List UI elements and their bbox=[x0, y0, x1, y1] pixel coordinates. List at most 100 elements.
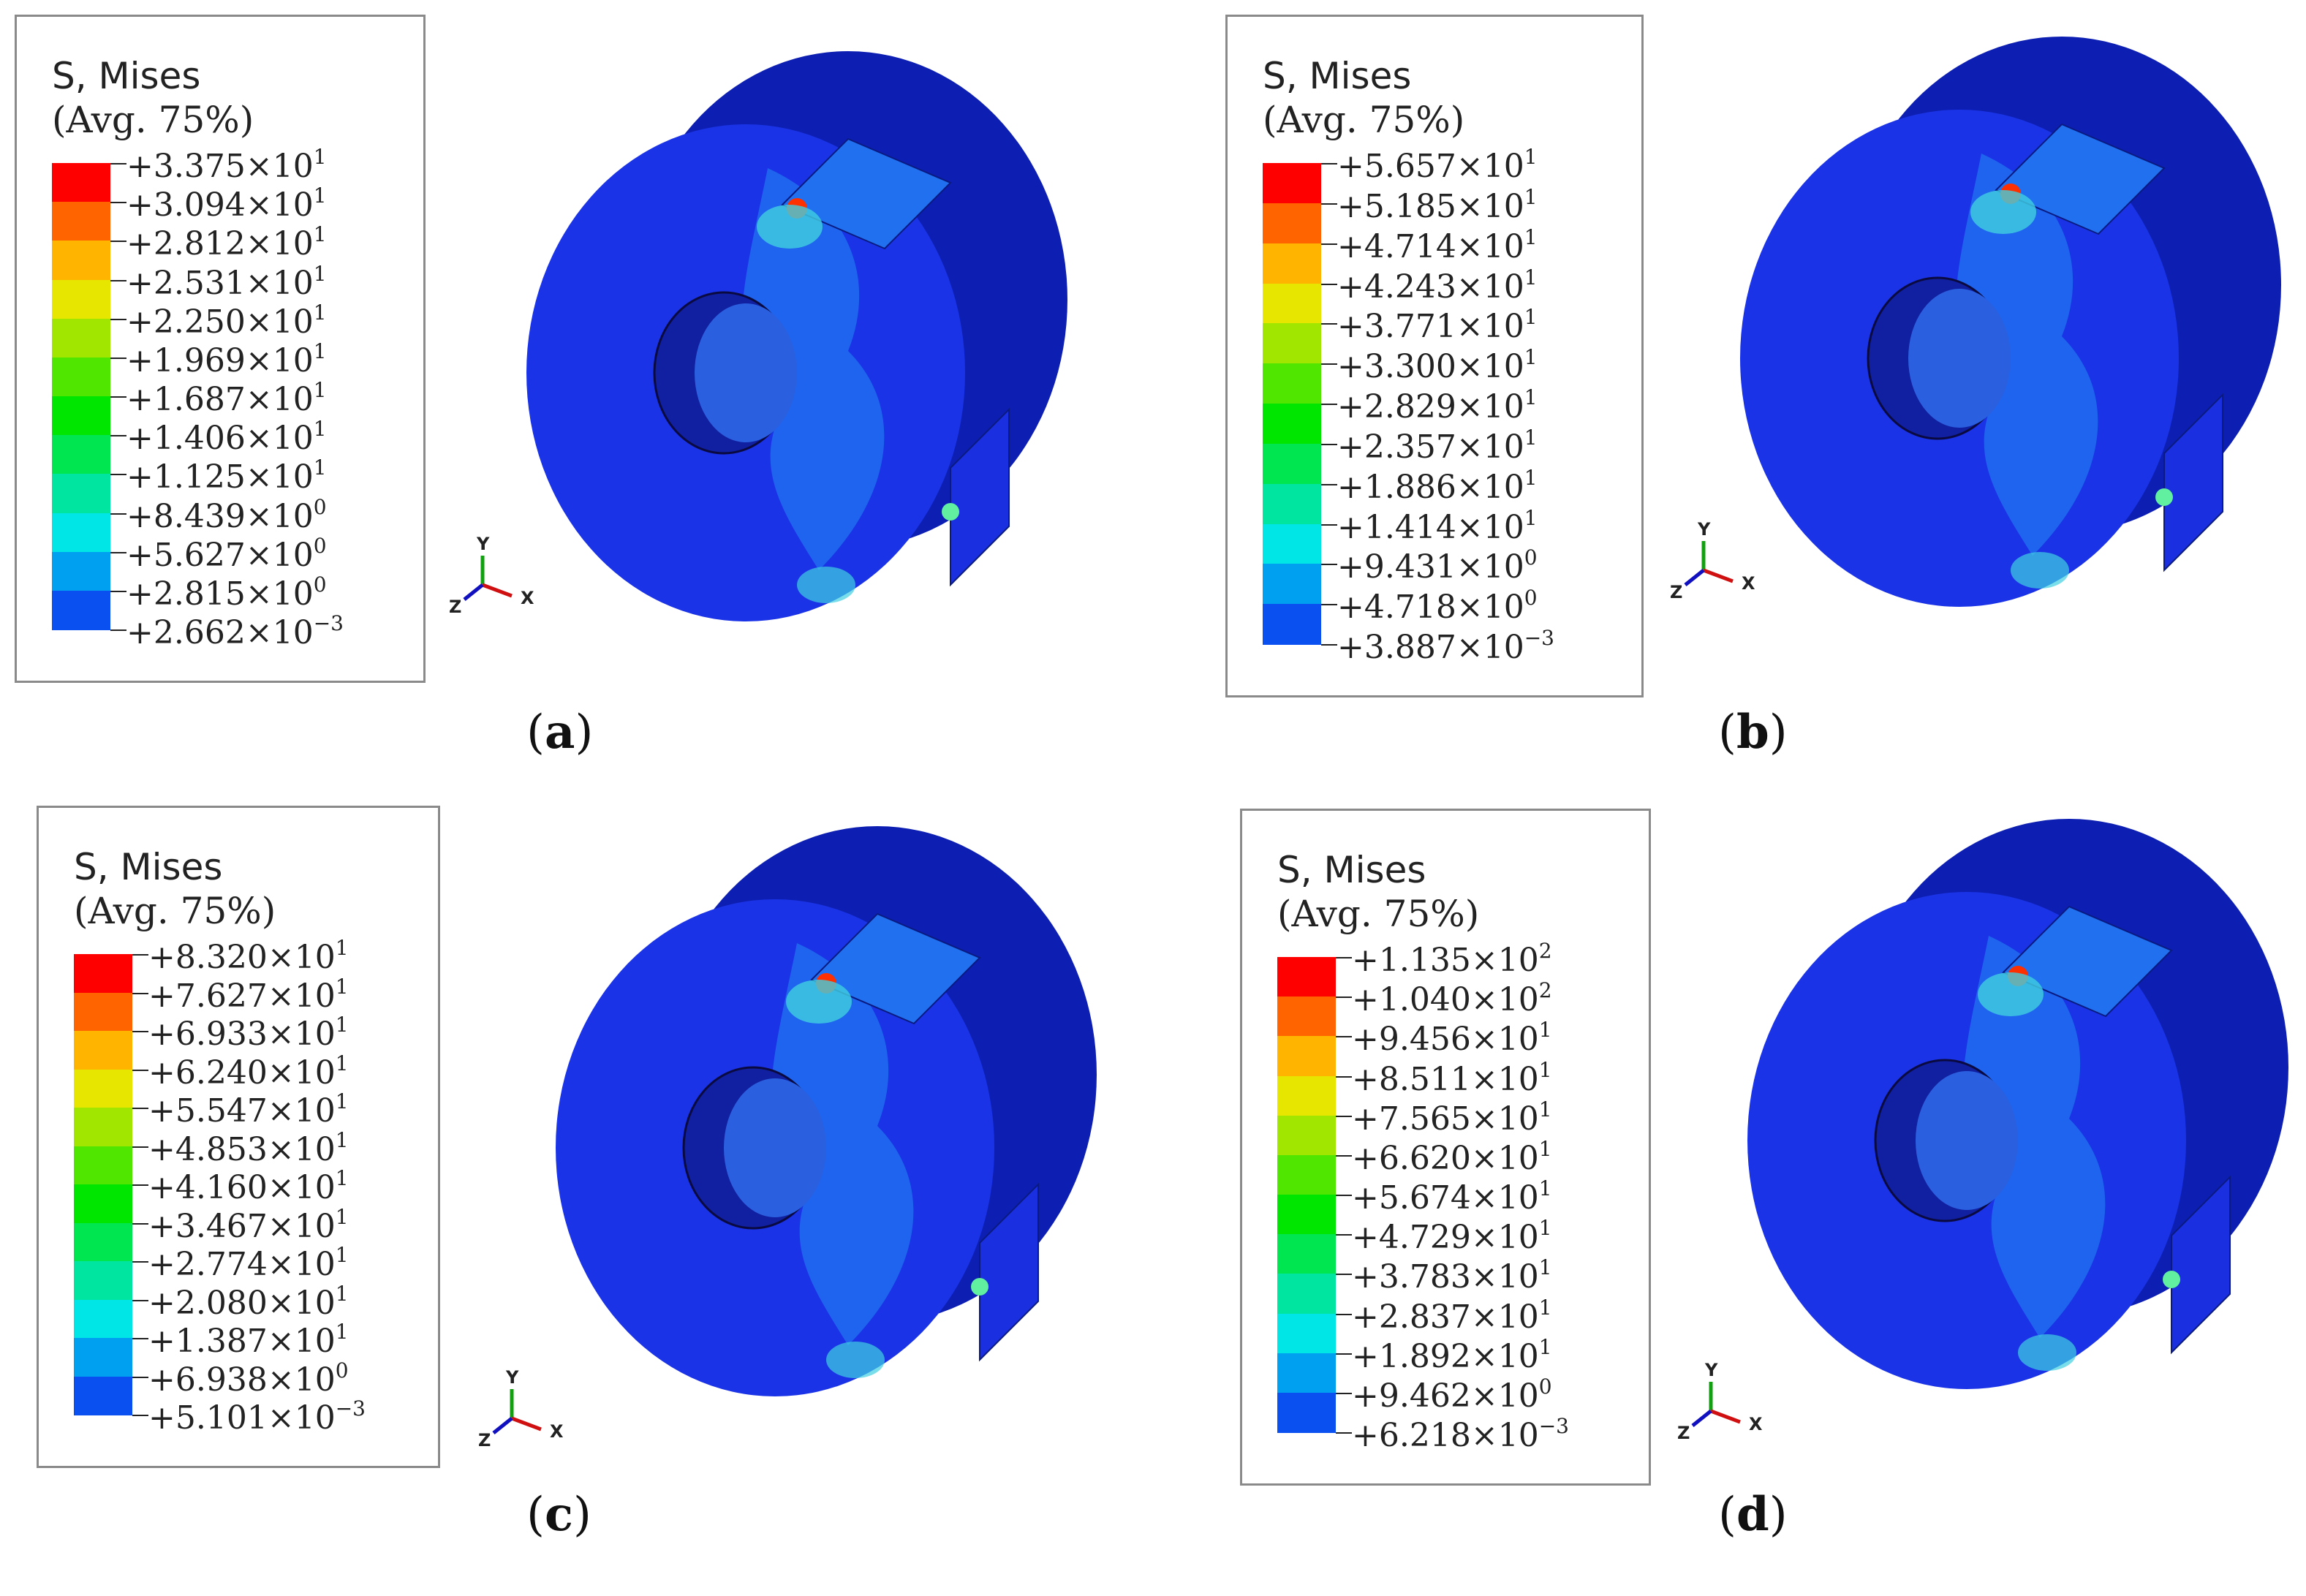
axis-z-label: Z bbox=[1677, 1423, 1690, 1443]
legend-title: S, Mises bbox=[52, 55, 201, 97]
legend-tick bbox=[1321, 323, 1337, 325]
legend-value-mantissa: +4.714 bbox=[1337, 227, 1456, 265]
legend-tick bbox=[132, 1108, 148, 1109]
legend-tick bbox=[110, 590, 126, 592]
legend-value: +6.218×10−3 bbox=[1352, 1416, 1569, 1452]
legend-value: +3.094×101 bbox=[126, 186, 327, 222]
top-bracket bbox=[2002, 905, 2173, 1018]
stress-region bbox=[771, 943, 914, 1345]
legend-value: +3.887×10−3 bbox=[1337, 628, 1554, 664]
legend-swatch bbox=[1277, 1115, 1336, 1156]
legend-value: +5.657×101 bbox=[1337, 147, 1538, 183]
times-sign: ×10 bbox=[1456, 388, 1524, 426]
legend-value-mantissa: +7.565 bbox=[1352, 1100, 1471, 1138]
times-sign: ×10 bbox=[1456, 629, 1524, 666]
legend-swatch bbox=[1263, 443, 1321, 485]
legend-value-exponent: 1 bbox=[335, 1127, 349, 1152]
legend-value-exponent: 0 bbox=[335, 1358, 349, 1383]
stress-contour-model: Y X Z bbox=[449, 51, 1067, 621]
axis-x-label: X bbox=[550, 1421, 564, 1442]
legend-swatch bbox=[74, 1031, 132, 1070]
times-sign: ×10 bbox=[245, 614, 314, 651]
legend-swatch bbox=[1277, 1075, 1336, 1116]
legend-value-mantissa: +3.783 bbox=[1352, 1258, 1471, 1296]
times-sign: ×10 bbox=[245, 497, 314, 535]
legend-tick bbox=[132, 1299, 148, 1301]
top-bracket bbox=[781, 137, 952, 250]
legend-tick bbox=[1321, 363, 1337, 366]
legend-value-mantissa: +1.414 bbox=[1337, 508, 1456, 546]
legend-value: +8.320×101 bbox=[148, 938, 349, 974]
legend-tick bbox=[110, 435, 126, 437]
legend-tick bbox=[1321, 483, 1337, 485]
legend-swatch bbox=[74, 1146, 132, 1185]
stress-gradient bbox=[1978, 972, 2044, 1016]
times-sign: ×10 bbox=[1456, 428, 1524, 466]
legend-swatch bbox=[52, 163, 110, 203]
legend-value-mantissa: +5.101 bbox=[148, 1399, 268, 1437]
legend-value-exponent: −3 bbox=[1538, 1414, 1569, 1438]
legend-tick bbox=[110, 163, 126, 164]
legend-swatch bbox=[74, 1069, 132, 1108]
legend-tick bbox=[110, 357, 126, 359]
legend-value-exponent: 1 bbox=[313, 417, 327, 442]
legend-subtitle: (Avg. 75%) bbox=[1263, 99, 1465, 141]
legend-value: +3.467×101 bbox=[148, 1206, 349, 1243]
legend-value-exponent: 0 bbox=[313, 572, 327, 597]
times-sign: ×10 bbox=[1470, 981, 1539, 1019]
times-sign: ×10 bbox=[245, 186, 314, 224]
times-sign: ×10 bbox=[245, 341, 314, 379]
times-sign: ×10 bbox=[267, 1323, 336, 1360]
times-sign: ×10 bbox=[1470, 1417, 1539, 1454]
legend-tick bbox=[132, 1146, 148, 1148]
times-sign: ×10 bbox=[245, 303, 314, 341]
times-sign: ×10 bbox=[1470, 1060, 1539, 1098]
legend-value-mantissa: +8.439 bbox=[126, 497, 246, 535]
legend-swatch bbox=[52, 202, 110, 242]
legend-value-mantissa: +2.774 bbox=[148, 1246, 268, 1283]
legend-value: +1.969×101 bbox=[126, 341, 327, 377]
times-sign: ×10 bbox=[267, 1284, 336, 1322]
legend-value-exponent: −3 bbox=[313, 611, 344, 635]
legend-value: +1.135×102 bbox=[1352, 941, 1552, 977]
legend-value-exponent: 1 bbox=[1538, 1295, 1552, 1320]
legend-value: +4.729×101 bbox=[1352, 1218, 1552, 1254]
times-sign: ×10 bbox=[1456, 589, 1524, 627]
legend-tick bbox=[1336, 1353, 1352, 1355]
axis-y-label: Y bbox=[476, 534, 490, 554]
legend-value: +2.531×101 bbox=[126, 263, 327, 300]
legend-value: +2.250×101 bbox=[126, 302, 327, 341]
legend-value: +1.406×101 bbox=[126, 419, 327, 455]
legend-value-mantissa: +5.627 bbox=[126, 536, 246, 574]
legend-value-mantissa: +1.892 bbox=[1352, 1337, 1471, 1375]
legend-value-exponent: 1 bbox=[1538, 1057, 1552, 1082]
stress-gradient bbox=[2018, 1334, 2076, 1371]
legend-swatch bbox=[52, 318, 110, 358]
panel-caption: (a) bbox=[526, 709, 593, 757]
legend-value: +2.815×100 bbox=[126, 572, 327, 613]
legend-value-exponent: 0 bbox=[313, 494, 327, 519]
legend-value: +2.080×101 bbox=[148, 1283, 349, 1322]
legend-value: +9.462×100 bbox=[1352, 1376, 1552, 1412]
legend-value-exponent: 1 bbox=[1524, 345, 1538, 370]
legend-swatch bbox=[52, 396, 110, 436]
times-sign: ×10 bbox=[1470, 1258, 1539, 1296]
axis-z-arrow bbox=[463, 583, 484, 601]
legend-swatch bbox=[1263, 564, 1321, 605]
stress-gradient bbox=[2011, 552, 2069, 589]
legend-value-mantissa: +2.815 bbox=[126, 575, 246, 613]
axis-y-label: Y bbox=[1697, 519, 1711, 540]
hole-inner bbox=[724, 1078, 826, 1217]
legend-value-exponent: 1 bbox=[1538, 1097, 1552, 1122]
legend-value-mantissa: +1.886 bbox=[1337, 468, 1456, 506]
legend-swatch bbox=[74, 954, 132, 994]
stress-region bbox=[741, 168, 885, 570]
legend-swatch bbox=[52, 357, 110, 397]
caption-paren-open: ( bbox=[526, 706, 545, 760]
legend-value: +4.853×101 bbox=[148, 1130, 349, 1166]
legend-value-mantissa: +3.094 bbox=[126, 186, 246, 224]
axis-y-label: Y bbox=[1704, 1360, 1718, 1380]
legend-value-exponent: 1 bbox=[1538, 1018, 1552, 1043]
legend-value-exponent: 1 bbox=[335, 1166, 349, 1190]
legend-swatch bbox=[52, 279, 110, 319]
